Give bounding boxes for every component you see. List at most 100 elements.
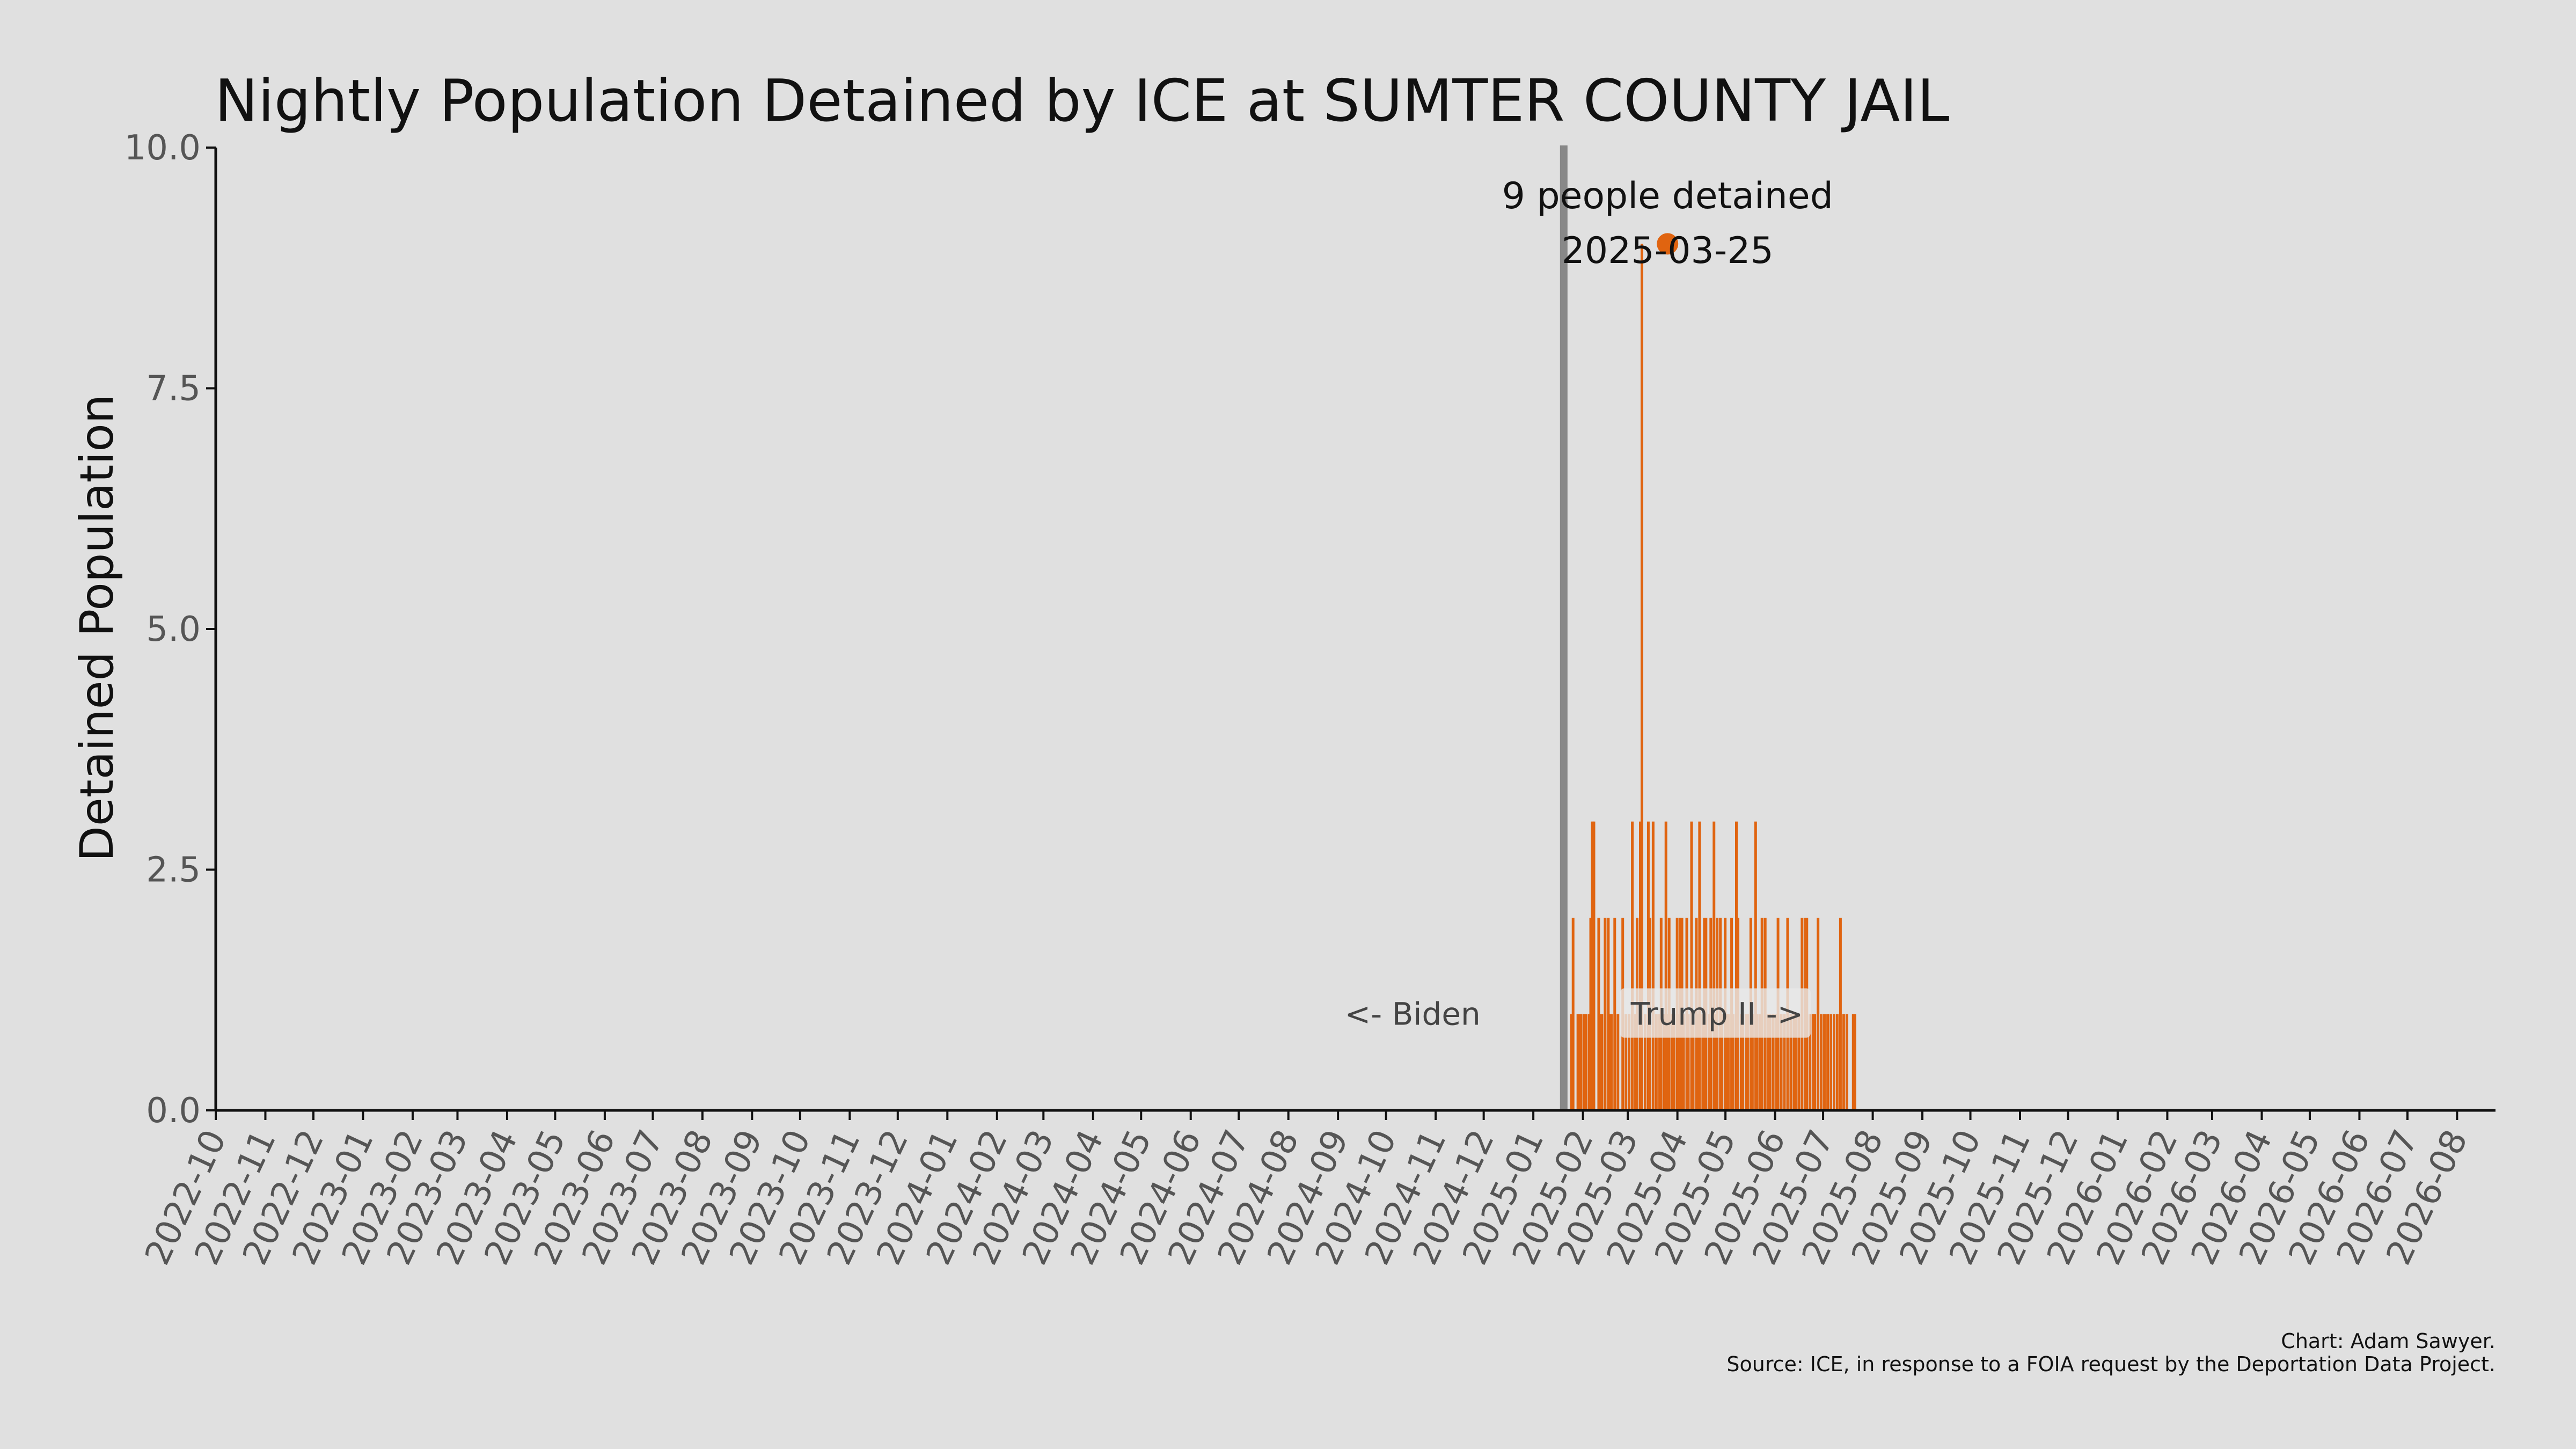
y-tick-label: 5.0 — [146, 610, 201, 649]
bar — [1768, 1014, 1772, 1110]
bar — [1767, 1014, 1770, 1110]
bar — [1826, 1014, 1829, 1110]
bar — [1655, 1014, 1658, 1110]
bar — [1839, 918, 1842, 1110]
bar — [1783, 1014, 1786, 1110]
bars-group — [1570, 244, 1856, 1110]
credit-author: Chart: Adam Sawyer. — [2281, 1329, 2496, 1353]
bar — [1646, 821, 1650, 1110]
bar — [1570, 1014, 1573, 1110]
bar — [1727, 1014, 1730, 1110]
bar — [1671, 1014, 1674, 1110]
bar — [1832, 1014, 1835, 1110]
bar — [1610, 1014, 1613, 1110]
bar — [1754, 821, 1757, 1110]
bar — [1739, 1014, 1743, 1110]
bar — [1721, 1014, 1724, 1110]
bar — [1701, 1014, 1704, 1110]
bar — [1628, 1014, 1631, 1110]
bar — [1772, 1014, 1775, 1110]
bar — [1813, 1014, 1817, 1110]
era-label-biden: <- Biden — [1345, 996, 1481, 1033]
bar — [1592, 821, 1596, 1110]
bar — [1599, 1014, 1602, 1110]
bar — [1842, 1014, 1845, 1110]
peak-label-value: 9 people detained — [1502, 175, 1833, 217]
bar — [1823, 1014, 1826, 1110]
bar — [1597, 918, 1600, 1110]
bar — [1789, 1014, 1792, 1110]
bar — [1651, 821, 1655, 1110]
bar — [1608, 1014, 1612, 1110]
bar — [1759, 1014, 1762, 1110]
credit-source: Source: ICE, in response to a FOIA reque… — [1726, 1352, 2496, 1376]
bar — [1666, 1014, 1669, 1110]
y-tick-label: 7.5 — [146, 369, 201, 409]
bar — [1735, 821, 1738, 1110]
bar — [1746, 1014, 1749, 1110]
bar — [1591, 821, 1594, 1110]
bar — [1682, 1014, 1685, 1110]
bar — [1725, 1014, 1729, 1110]
bar — [1775, 1014, 1778, 1110]
peak-label-date: 2025-03-25 — [1562, 230, 1774, 272]
bar — [1658, 1014, 1661, 1110]
bar — [1604, 918, 1607, 1110]
bar — [1794, 1014, 1797, 1110]
bar — [1812, 1014, 1815, 1110]
bar — [1851, 1014, 1855, 1110]
bar — [1687, 1014, 1690, 1110]
bar — [1643, 1014, 1646, 1110]
bar — [1744, 1014, 1747, 1110]
bar — [1624, 1014, 1628, 1110]
bar — [1672, 1014, 1675, 1110]
bar — [1634, 1014, 1637, 1110]
bar — [1698, 821, 1701, 1110]
bar — [1732, 1014, 1735, 1110]
bar — [1741, 1014, 1744, 1110]
bar — [1797, 1014, 1801, 1110]
bar — [1792, 1014, 1796, 1110]
y-tick-label: 2.5 — [146, 851, 201, 890]
y-tick-label: 10.0 — [125, 128, 201, 168]
bar — [1589, 918, 1592, 1110]
marks-group: 9 people detained 2025-03-25 <- Biden Trump… — [1345, 145, 1833, 1110]
bar — [1571, 918, 1575, 1110]
bar — [1692, 1014, 1695, 1110]
bar — [1600, 1014, 1604, 1110]
bar — [1664, 821, 1667, 1110]
era-label-backdrop — [1620, 988, 1811, 1038]
bar — [1613, 918, 1616, 1110]
bar — [1853, 1014, 1856, 1110]
chart-title: Nightly Population Detained by ICE at SU… — [215, 68, 1949, 135]
bar — [1607, 918, 1610, 1110]
bar — [1587, 1014, 1591, 1110]
bar — [1820, 1014, 1823, 1110]
bar — [1755, 1014, 1759, 1110]
bar — [1663, 1014, 1666, 1110]
bar — [1578, 1014, 1581, 1110]
bar — [1809, 1014, 1812, 1110]
bar — [1639, 821, 1642, 1110]
bar — [1690, 821, 1693, 1110]
bar — [1780, 1014, 1783, 1110]
bar — [1616, 1014, 1620, 1110]
bar — [1631, 821, 1634, 1110]
bar — [1576, 1014, 1579, 1110]
era-label-trump: Trump II -> — [1630, 996, 1803, 1033]
bar — [1708, 1014, 1711, 1110]
bar — [1714, 1014, 1717, 1110]
bar — [1583, 1014, 1586, 1110]
bar — [1696, 1014, 1700, 1110]
bar — [1835, 1014, 1839, 1110]
peak-marker — [1657, 233, 1679, 255]
x-ticks-group: 2022-102022-112022-122023-012023-022023-… — [137, 1110, 2476, 1271]
bar — [1817, 918, 1820, 1110]
y-axis-label: Detained Population — [70, 394, 124, 862]
bar — [1845, 1014, 1848, 1110]
y-ticks-group: 0.0 2.5 5.0 7.5 10.0 — [125, 128, 216, 1131]
bar — [1584, 1014, 1587, 1110]
bar — [1751, 1014, 1754, 1110]
y-tick-label: 0.0 — [146, 1091, 201, 1131]
